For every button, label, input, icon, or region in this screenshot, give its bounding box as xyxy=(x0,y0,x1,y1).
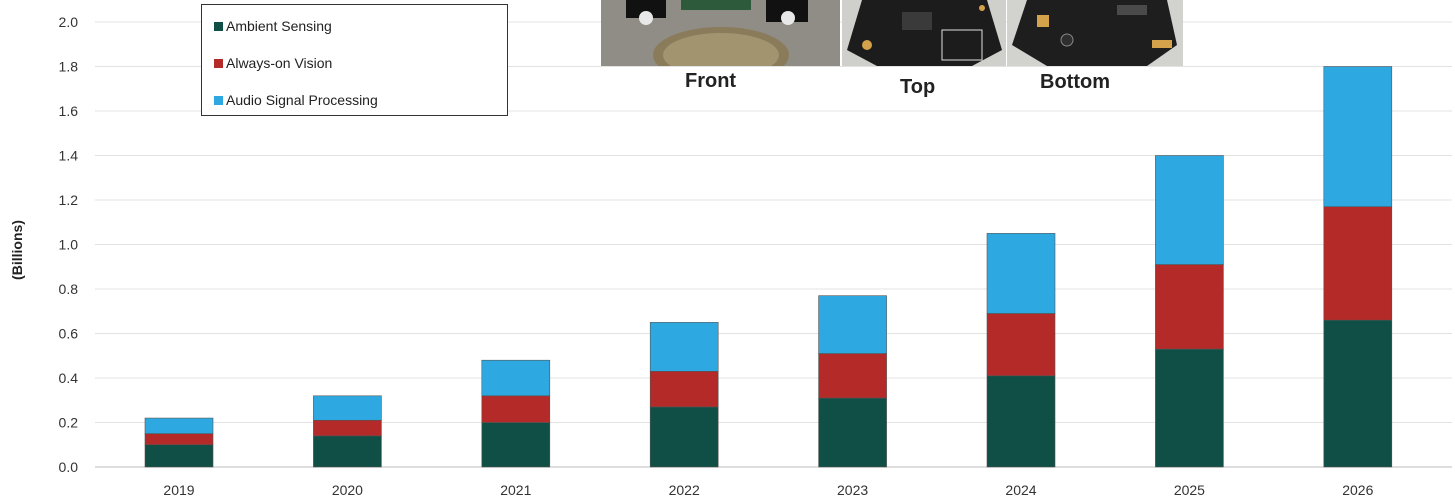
bar-segment-audio-signal-processing-2023 xyxy=(818,295,887,354)
y-tick-label: 0.8 xyxy=(59,281,79,297)
legend-label: Always-on Vision xyxy=(226,55,333,71)
chart-legend: Ambient Sensing Always-on Vision Audio S… xyxy=(201,4,508,116)
y-tick-label: 1.2 xyxy=(59,192,79,208)
photo-label-top: Top xyxy=(900,76,936,98)
bar-segment-ambient-sensing-2020 xyxy=(313,435,382,468)
bar-segment-ambient-sensing-2023 xyxy=(818,397,887,468)
bar-segment-ambient-sensing-2025 xyxy=(1155,348,1224,468)
bar-segment-always-on-vision-2019 xyxy=(144,433,214,446)
bar-segment-always-on-vision-2021 xyxy=(481,395,551,423)
x-tick-label: 2025 xyxy=(1174,482,1205,498)
x-tick-label: 2024 xyxy=(1005,482,1036,498)
bar-segment-ambient-sensing-2019 xyxy=(144,444,214,468)
bar-segment-always-on-vision-2022 xyxy=(649,371,719,408)
y-tick-label: 1.0 xyxy=(59,237,79,253)
y-tick-label: 0.0 xyxy=(59,459,79,475)
legend-swatch-ambient-sensing xyxy=(214,22,223,31)
bar-segment-always-on-vision-2025 xyxy=(1155,264,1224,350)
y-tick-label: 1.8 xyxy=(59,59,79,75)
bar-segment-always-on-vision-2020 xyxy=(313,419,382,437)
bar-segment-ambient-sensing-2021 xyxy=(481,422,551,468)
bar-segment-audio-signal-processing-2022 xyxy=(649,322,719,372)
bar-segment-always-on-vision-2026 xyxy=(1323,206,1393,321)
bar-segment-ambient-sensing-2026 xyxy=(1323,319,1393,468)
x-tick-label: 2020 xyxy=(332,482,363,498)
x-tick-label: 2026 xyxy=(1342,482,1373,498)
bar-segment-ambient-sensing-2022 xyxy=(649,406,719,468)
legend-item-ambient-sensing: Ambient Sensing xyxy=(214,18,332,34)
y-axis-ticks: 0.0 0.2 0.4 0.6 0.8 1.0 1.2 1.4 1.6 1.8 2.0 xyxy=(59,14,79,475)
photo-front xyxy=(601,0,840,66)
bar-segment-audio-signal-processing-2019 xyxy=(144,417,214,434)
photo-top xyxy=(842,0,1006,66)
y-tick-label: 0.6 xyxy=(59,326,79,342)
x-tick-label: 2023 xyxy=(837,482,868,498)
bar-segment-ambient-sensing-2024 xyxy=(986,375,1056,468)
bar-segment-audio-signal-processing-2020 xyxy=(313,395,382,421)
bars xyxy=(144,66,1393,468)
bar-segment-audio-signal-processing-2026 xyxy=(1323,66,1393,207)
legend-swatch-audio-signal-processing xyxy=(214,96,223,105)
photo-label-bottom: Bottom xyxy=(1040,71,1110,93)
photo-label-front: Front xyxy=(685,70,737,92)
y-tick-label: 1.6 xyxy=(59,103,79,119)
x-axis-ticks: 2019 2020 2021 2022 2023 2024 2025 2026 xyxy=(163,482,1373,498)
legend-swatch-always-on-vision xyxy=(214,59,223,68)
y-axis-label: (Billions) xyxy=(9,220,25,280)
bar-segment-always-on-vision-2023 xyxy=(818,353,887,399)
y-tick-label: 2.0 xyxy=(59,14,79,30)
legend-label: Ambient Sensing xyxy=(226,18,332,34)
y-tick-label: 0.4 xyxy=(59,370,79,386)
x-tick-label: 2021 xyxy=(500,482,531,498)
legend-item-always-on-vision: Always-on Vision xyxy=(214,55,332,71)
y-tick-label: 1.4 xyxy=(59,148,79,164)
top-photo-illustration xyxy=(842,0,1006,66)
legend-item-audio-signal-processing: Audio Signal Processing xyxy=(214,92,378,108)
legend-label: Audio Signal Processing xyxy=(226,92,378,108)
front-photo-illustration xyxy=(601,0,840,66)
x-tick-label: 2019 xyxy=(163,482,194,498)
bar-segment-audio-signal-processing-2024 xyxy=(986,233,1056,314)
bottom-photo-illustration xyxy=(1007,0,1183,66)
bar-segment-audio-signal-processing-2025 xyxy=(1155,155,1224,265)
bar-segment-audio-signal-processing-2021 xyxy=(481,359,551,397)
bar-segment-always-on-vision-2024 xyxy=(986,313,1056,377)
y-tick-label: 0.2 xyxy=(59,415,79,431)
photo-bottom xyxy=(1007,0,1183,66)
x-tick-label: 2022 xyxy=(669,482,700,498)
